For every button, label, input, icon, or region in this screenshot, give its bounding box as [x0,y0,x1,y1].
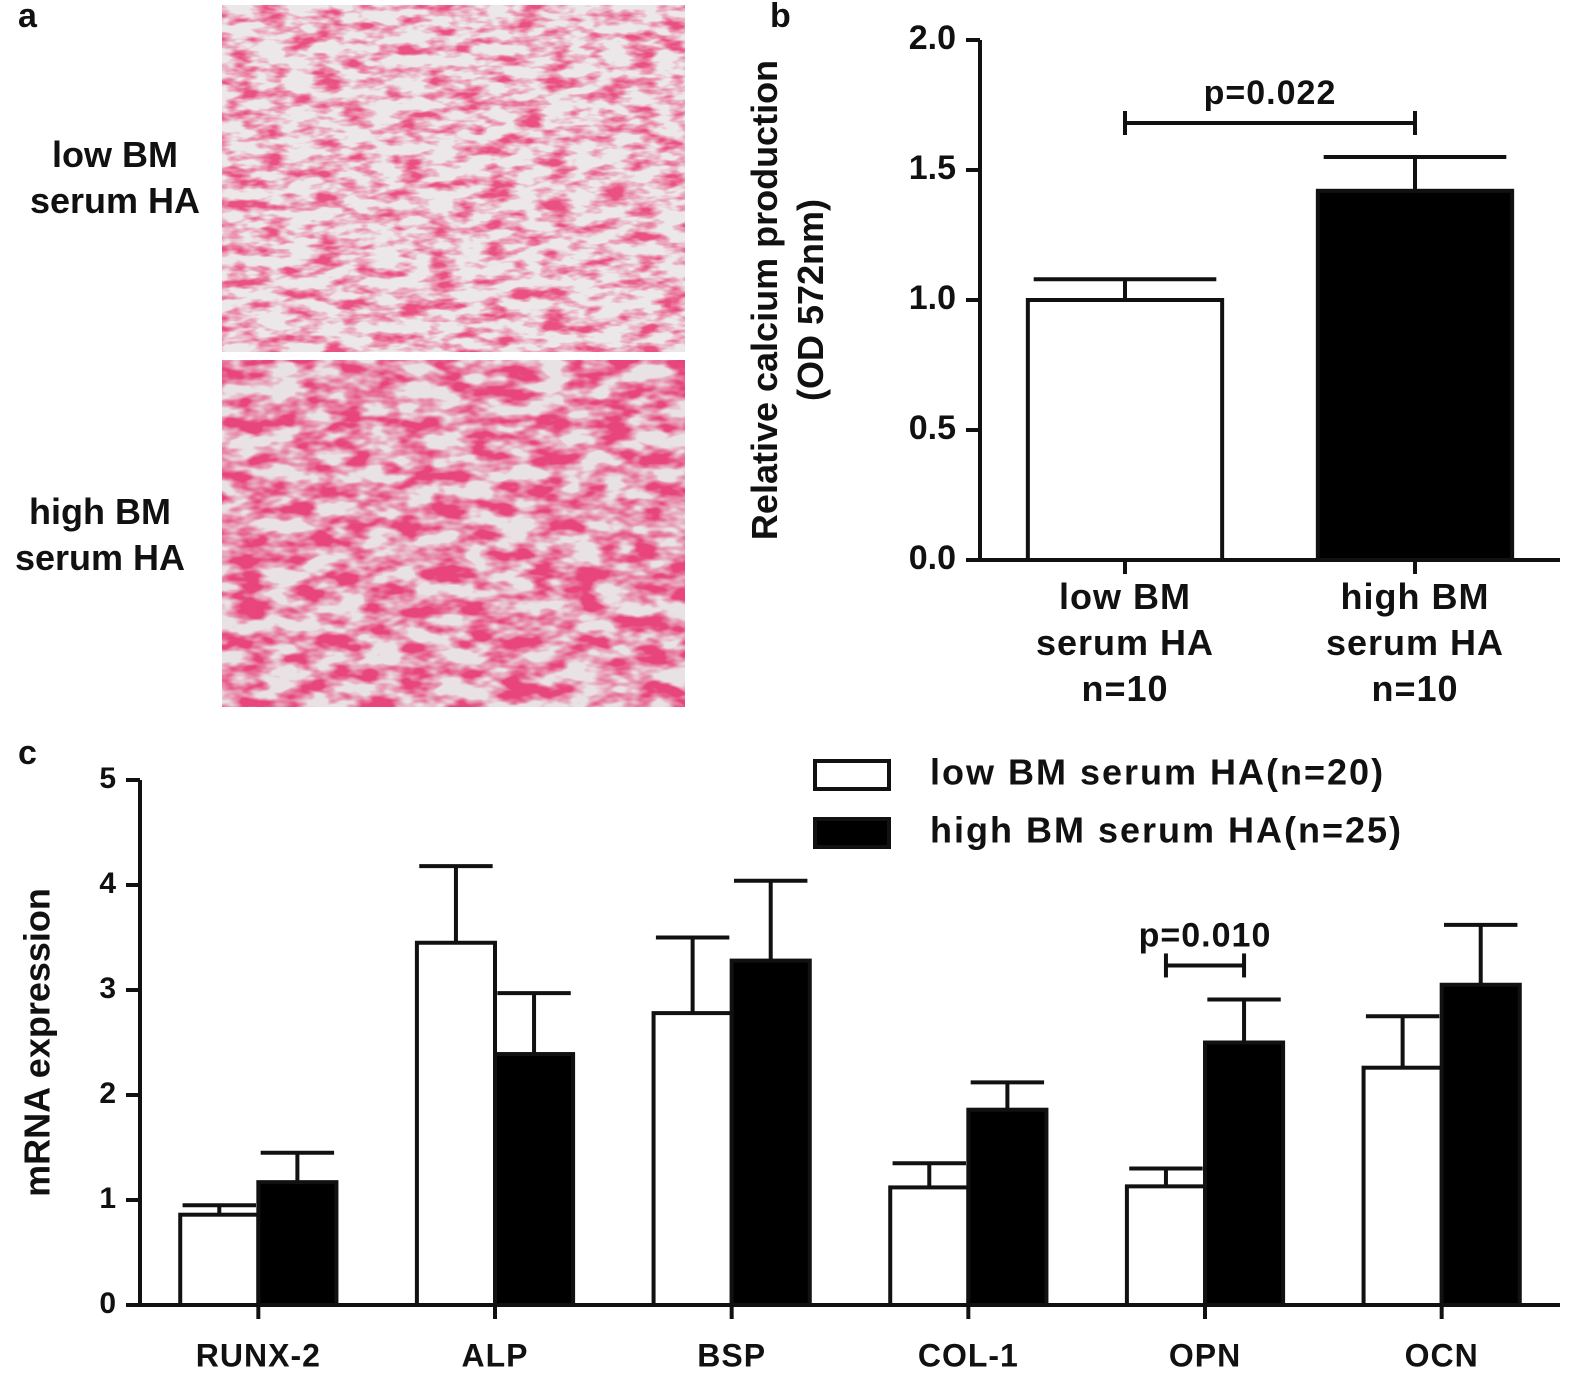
micrograph-stain [222,360,685,707]
annotation: p=0.010 [1139,916,1272,954]
y-tick-label: 5 [99,762,116,795]
annotation: p=0.022 [1204,74,1337,112]
y-tick-label: 0.0 [909,539,956,577]
x-tick-label: high BM serum HA n=10 [1326,576,1504,709]
bar [414,940,497,1307]
bar [493,1052,576,1308]
panel-label: a [18,0,38,35]
chart: b Relative calcium production (OD 572nm) 0.… [744,0,1560,709]
y-axis-title: mRNA expression [17,888,58,1197]
bar [1439,982,1522,1307]
y-axis-title: Relative calcium production (OD 572nm) [744,60,831,540]
panel-label: b [770,0,791,35]
bar [1203,1040,1286,1307]
x-tick-label: OCN [1405,1337,1479,1373]
micrograph-stain [222,5,685,352]
bar [966,1107,1049,1307]
bar [1124,1184,1208,1307]
y-tick-label: 2.0 [909,19,956,57]
bar [1315,188,1515,563]
y-tick-label: 3 [99,972,116,1005]
bar [1025,298,1225,562]
x-tick-label: COL-1 [918,1337,1019,1373]
x-tick-label: OPN [1169,1337,1241,1373]
y-tick-label: 1 [99,1182,116,1215]
bar [256,1180,339,1308]
legend-swatch [813,817,891,849]
bar [651,1011,734,1307]
row-label: high BM serum HA [15,491,185,578]
y-tick-label: 0 [99,1287,116,1320]
y-tick-label: 0.5 [909,409,956,447]
bar [729,958,812,1307]
panel-a: a low BM serum HA high BM serum HA [15,0,685,707]
bar [888,1185,971,1308]
x-tick-label: ALP [462,1337,529,1373]
legend-label: low BM serum HA(n=20) [930,752,1385,793]
y-tick-label: 4 [99,867,116,900]
legend-label: high BM serum HA(n=25) [930,810,1403,851]
y-tick-label: 1.0 [909,279,956,317]
bar [1361,1065,1444,1307]
x-tick-label: RUNX-2 [196,1337,321,1373]
legend-swatch [813,759,891,791]
x-tick-label: BSP [697,1337,766,1373]
row-label: low BM serum HA [30,134,200,221]
x-tick-label: low BM serum HA n=10 [1036,576,1214,709]
y-tick-label: 1.5 [909,149,956,187]
chart: c mRNA expression 0 1 2 3 4 5 RUNX-2 ALP BSP COL-1 O… [17,734,1560,1373]
y-tick-label: 2 [99,1077,116,1110]
panel-label: c [18,734,37,772]
bar [178,1212,261,1307]
